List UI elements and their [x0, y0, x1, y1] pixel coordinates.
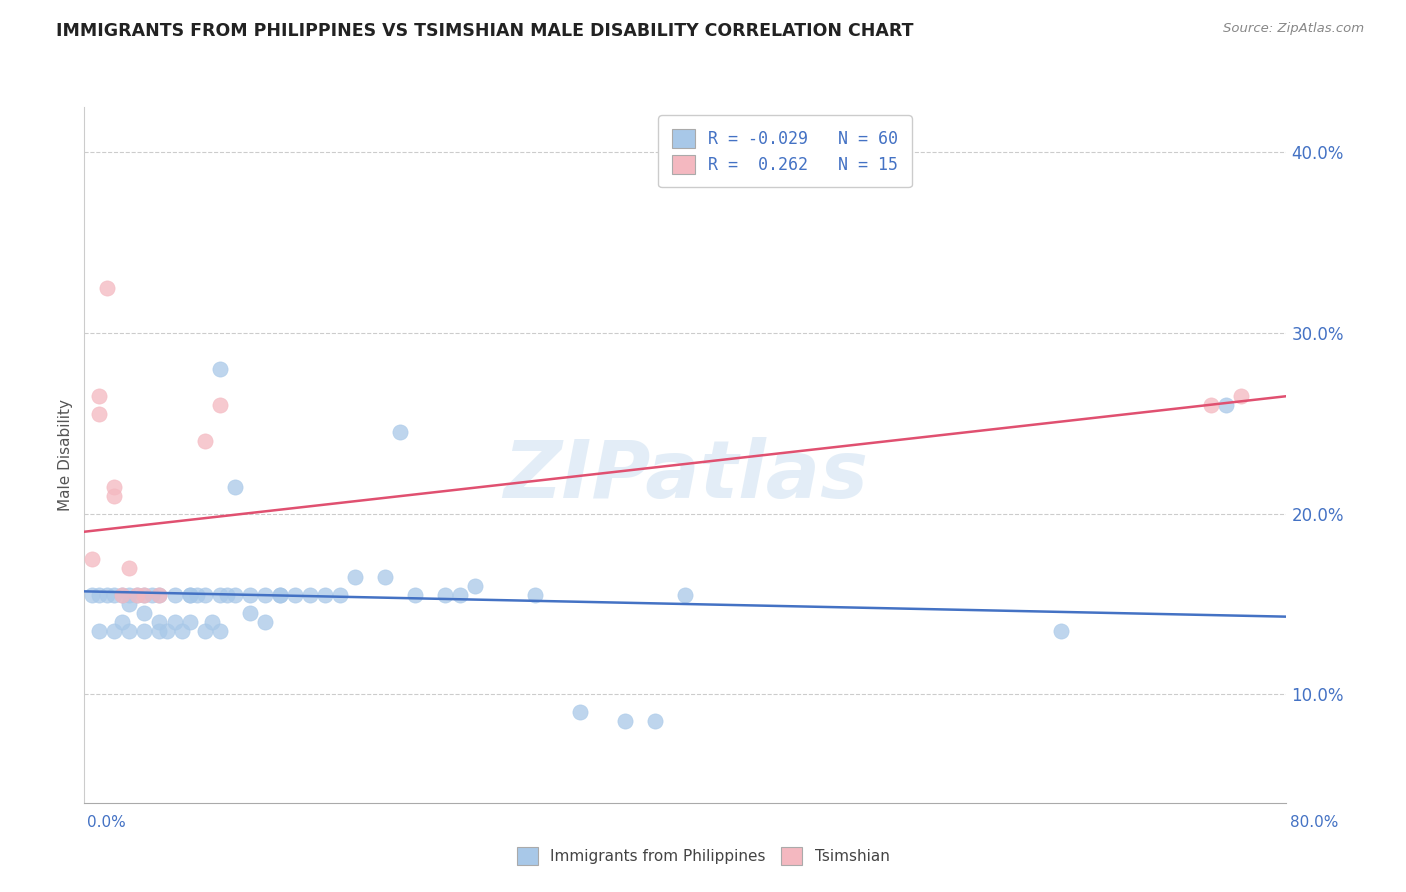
- Point: [569, 706, 592, 720]
- Point: [644, 714, 666, 729]
- Point: [163, 588, 186, 602]
- Point: [170, 624, 193, 639]
- Point: [89, 389, 111, 403]
- Point: [156, 624, 179, 639]
- Point: [148, 588, 170, 602]
- Point: [201, 615, 224, 629]
- Point: [103, 588, 125, 602]
- Point: [464, 579, 486, 593]
- Legend: R = -0.029   N = 60, R =  0.262   N = 15: R = -0.029 N = 60, R = 0.262 N = 15: [658, 115, 911, 187]
- Point: [449, 588, 471, 602]
- Point: [118, 588, 141, 602]
- Point: [284, 588, 307, 602]
- Point: [186, 588, 208, 602]
- Point: [118, 624, 141, 639]
- Point: [111, 615, 134, 629]
- Point: [1201, 398, 1223, 412]
- Y-axis label: Male Disability: Male Disability: [58, 399, 73, 511]
- Point: [253, 615, 276, 629]
- Point: [298, 588, 321, 602]
- Point: [103, 489, 125, 503]
- Point: [208, 588, 231, 602]
- Text: 80.0%: 80.0%: [1291, 815, 1339, 830]
- Point: [1050, 624, 1073, 639]
- Point: [179, 588, 201, 602]
- Point: [194, 434, 217, 449]
- Point: [434, 588, 457, 602]
- Point: [125, 588, 148, 602]
- Point: [269, 588, 291, 602]
- Point: [118, 561, 141, 575]
- Point: [118, 597, 141, 611]
- Point: [134, 606, 156, 620]
- Point: [111, 588, 134, 602]
- Point: [148, 588, 170, 602]
- Point: [239, 606, 262, 620]
- Point: [103, 479, 125, 493]
- Point: [314, 588, 336, 602]
- Point: [269, 588, 291, 602]
- Point: [224, 588, 246, 602]
- Point: [374, 570, 396, 584]
- Point: [163, 615, 186, 629]
- Point: [217, 588, 239, 602]
- Point: [208, 362, 231, 376]
- Point: [343, 570, 366, 584]
- Point: [224, 479, 246, 493]
- Point: [80, 551, 103, 566]
- Legend: Immigrants from Philippines, Tsimshian: Immigrants from Philippines, Tsimshian: [510, 841, 896, 871]
- Point: [96, 588, 118, 602]
- Point: [179, 615, 201, 629]
- Point: [96, 281, 118, 295]
- Point: [134, 624, 156, 639]
- Point: [103, 624, 125, 639]
- Point: [134, 588, 156, 602]
- Point: [89, 624, 111, 639]
- Point: [194, 588, 217, 602]
- Point: [1230, 389, 1253, 403]
- Point: [148, 615, 170, 629]
- Text: ZIPatlas: ZIPatlas: [503, 437, 868, 515]
- Point: [524, 588, 547, 602]
- Point: [208, 624, 231, 639]
- Point: [329, 588, 352, 602]
- Point: [125, 588, 148, 602]
- Point: [239, 588, 262, 602]
- Point: [194, 624, 217, 639]
- Text: IMMIGRANTS FROM PHILIPPINES VS TSIMSHIAN MALE DISABILITY CORRELATION CHART: IMMIGRANTS FROM PHILIPPINES VS TSIMSHIAN…: [56, 22, 914, 40]
- Text: Source: ZipAtlas.com: Source: ZipAtlas.com: [1223, 22, 1364, 36]
- Point: [80, 588, 103, 602]
- Point: [89, 407, 111, 421]
- Point: [404, 588, 426, 602]
- Text: 0.0%: 0.0%: [87, 815, 127, 830]
- Point: [614, 714, 637, 729]
- Point: [134, 588, 156, 602]
- Point: [148, 624, 170, 639]
- Point: [1215, 398, 1237, 412]
- Point: [111, 588, 134, 602]
- Point: [253, 588, 276, 602]
- Point: [208, 398, 231, 412]
- Point: [179, 588, 201, 602]
- Point: [141, 588, 163, 602]
- Point: [89, 588, 111, 602]
- Point: [675, 588, 697, 602]
- Point: [388, 425, 411, 440]
